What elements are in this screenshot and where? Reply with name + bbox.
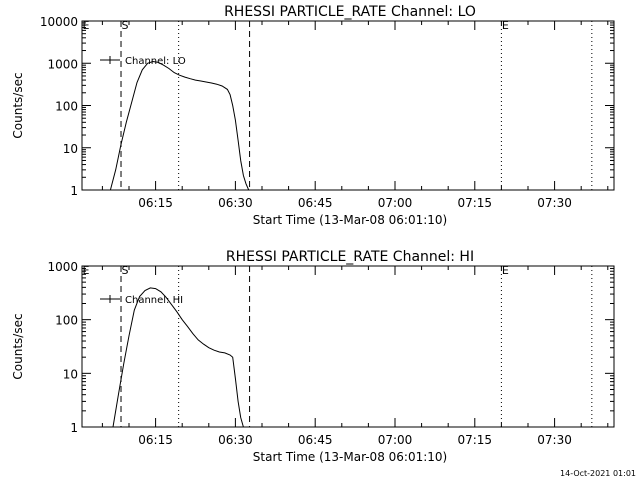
y-tick-label: 1000	[47, 57, 78, 71]
y-axis-label: Counts/sec	[11, 313, 25, 379]
y-tick-label: 100	[55, 100, 78, 114]
x-tick-label: 06:45	[298, 196, 333, 210]
plot-frame	[81, 265, 615, 428]
marker-label: E	[502, 264, 509, 277]
y-tick-label: 10	[63, 142, 78, 156]
corner-label: E	[83, 19, 90, 32]
x-tick-label: 06:15	[138, 433, 173, 447]
legend-label: Channel: HI	[125, 295, 183, 306]
x-tick-label: 06:45	[298, 433, 333, 447]
x-tick-label: 07:30	[537, 433, 572, 447]
x-tick-label: 07:00	[378, 433, 413, 447]
x-tick-label: 06:30	[218, 196, 253, 210]
x-axis-label: Start Time (13-Mar-08 06:01:10)	[253, 450, 447, 464]
x-axis-label: Start Time (13-Mar-08 06:01:10)	[253, 213, 447, 227]
corner-label: E	[83, 264, 90, 277]
marker-label: E	[502, 19, 509, 32]
y-tick-label: 100	[55, 314, 78, 328]
y-tick-label: 1	[70, 421, 78, 435]
marker-label: S	[122, 264, 129, 277]
chart-title: RHESSI PARTICLE_RATE Channel: HI	[226, 249, 474, 265]
y-tick-label: 1000	[47, 260, 78, 274]
chart-panel-hi: RHESSI PARTICLE_RATE Channel: HI Start Ti…	[11, 249, 615, 464]
y-tick-label: 10000	[40, 15, 78, 29]
chart-title: RHESSI PARTICLE_RATE Channel: LO	[224, 4, 476, 20]
x-tick-label: 06:30	[218, 433, 253, 447]
y-axis-label: Counts/sec	[11, 72, 25, 138]
footer-timestamp: 14-Oct-2021 01:01	[560, 469, 636, 478]
x-tick-label: 07:15	[457, 433, 492, 447]
series-line-0	[112, 287, 244, 428]
marker-label: S	[122, 19, 129, 32]
series-line-0	[109, 60, 250, 191]
x-tick-label: 07:00	[378, 196, 413, 210]
y-tick-label: 1	[70, 184, 78, 198]
plot-frame	[81, 20, 615, 191]
x-tick-label: 07:30	[537, 196, 572, 210]
x-tick-label: 06:15	[138, 196, 173, 210]
chart-panel-lo: RHESSI PARTICLE_RATE Channel: LO Start Ti…	[11, 4, 615, 227]
x-tick-label: 07:15	[457, 196, 492, 210]
y-tick-label: 10	[63, 367, 78, 381]
